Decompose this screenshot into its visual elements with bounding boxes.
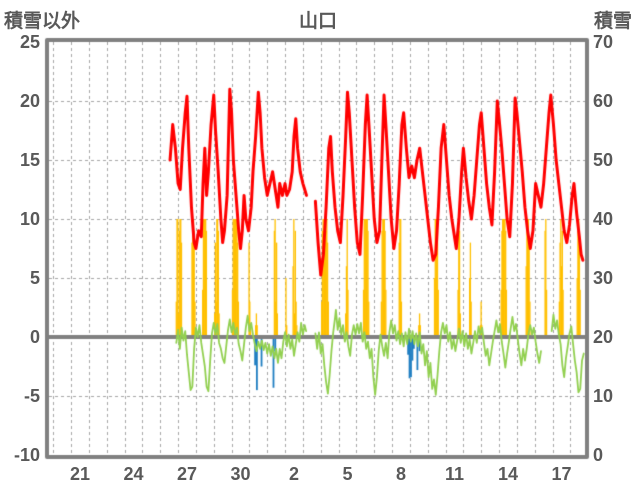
right-axis-tick: 50	[593, 150, 614, 170]
left-axis-tick: -10	[13, 445, 40, 465]
x-axis-tick: 24	[123, 464, 144, 484]
right-axis-title: 積雪	[593, 11, 632, 32]
x-axis-tick: 17	[551, 464, 572, 484]
left-axis-tick: -5	[23, 386, 40, 406]
chart-title: 山口	[298, 11, 337, 32]
x-axis-tick: 8	[395, 464, 406, 484]
left-axis-title: 積雪以外	[4, 11, 81, 32]
right-axis-tick: 30	[593, 268, 614, 288]
x-axis-tick: 27	[176, 464, 197, 484]
right-axis-tick: 10	[593, 386, 614, 406]
right-axis-tick: 20	[593, 327, 614, 347]
right-axis-tick: 0	[593, 445, 604, 465]
x-axis-tick: 14	[497, 464, 518, 484]
left-axis-tick: 20	[19, 91, 40, 111]
x-axis-tick: 21	[69, 464, 91, 484]
right-axis-tick: 60	[593, 91, 614, 111]
left-axis-tick: 25	[19, 32, 40, 52]
right-axis-tick: 70	[593, 32, 614, 52]
x-axis-tick: 5	[342, 464, 353, 484]
x-axis-tick: 11	[444, 464, 464, 484]
left-axis-tick: 0	[29, 327, 40, 347]
left-axis-tick: 5	[29, 268, 40, 288]
left-axis-tick: 10	[19, 209, 40, 229]
right-axis-tick: 40	[593, 209, 614, 229]
x-axis-tick: 2	[288, 464, 299, 484]
left-axis-tick: 15	[19, 150, 40, 170]
x-axis-tick: 30	[230, 464, 251, 484]
